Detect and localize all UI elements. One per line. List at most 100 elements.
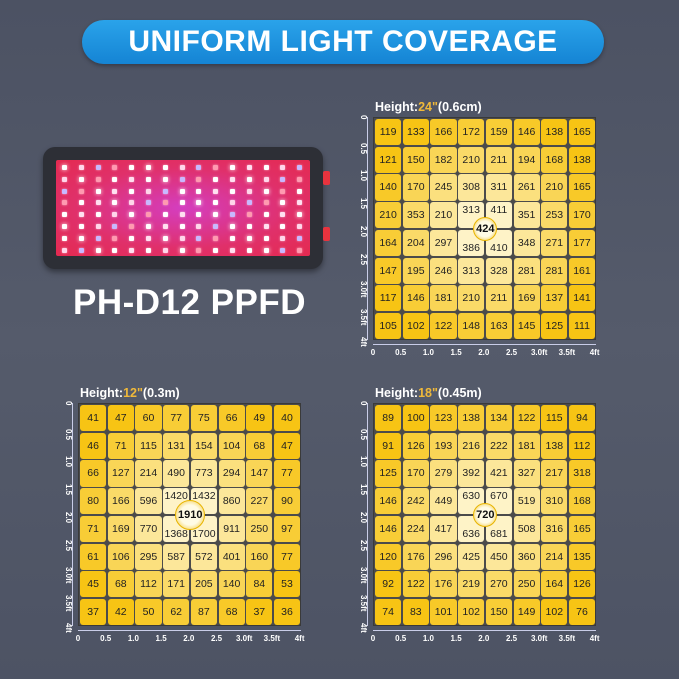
led — [179, 224, 185, 229]
ppfd-cell: 310 — [541, 488, 568, 515]
ppfd-cell: 210 — [375, 202, 402, 229]
y-tick-label: 2.0 — [64, 511, 73, 523]
led — [196, 212, 202, 218]
led — [246, 188, 252, 194]
led — [280, 224, 286, 229]
led — [179, 200, 185, 206]
x-tick-label: 1.0 — [127, 633, 139, 643]
y-tick-label: 0 — [359, 401, 368, 406]
ppfd-cell: 138 — [458, 405, 485, 432]
ppfd-cell: 154 — [190, 432, 217, 459]
ppfd-cell: 182 — [430, 146, 457, 173]
ppfd-cell: 77 — [163, 405, 190, 432]
ppfd-cell: 171 — [163, 571, 190, 598]
ppfd-cell: 176 — [430, 571, 457, 598]
led — [62, 176, 67, 182]
led — [95, 212, 101, 218]
led — [230, 176, 235, 182]
led — [146, 188, 151, 194]
led — [230, 188, 235, 194]
ppfd-grid: 89 100 123 138 134 122 115 94 91 126 193 216 222 181 1… — [373, 403, 596, 626]
ppfd-cell: 140 — [375, 174, 402, 201]
ppfd-cell: 216 — [458, 432, 485, 459]
ppfd-cell: 62 — [163, 598, 190, 626]
led — [280, 165, 286, 170]
led — [112, 165, 118, 170]
ppfd-cell: 519 — [513, 488, 540, 515]
ppfd-cell: 122 — [430, 312, 457, 340]
ppfd-cell: 295 — [135, 543, 162, 570]
ppfd-cell: 386 — [458, 229, 485, 256]
ppfd-cell: 177 — [568, 229, 596, 256]
led — [196, 235, 202, 241]
led — [146, 212, 151, 218]
ppfd-cell: 165 — [568, 174, 596, 201]
ppfd-cell: 210 — [458, 146, 485, 173]
led — [129, 176, 135, 182]
ppfd-cell: 122 — [513, 405, 540, 432]
led — [146, 176, 151, 182]
led — [179, 235, 185, 241]
led — [162, 200, 168, 206]
led — [162, 235, 168, 241]
ppfd-cell: 227 — [246, 488, 273, 515]
ppfd-cell: 169 — [107, 515, 134, 542]
ppfd-cell: 279 — [430, 460, 457, 487]
ppfd-cell: 102 — [402, 312, 429, 340]
led — [213, 247, 219, 253]
led — [263, 224, 269, 229]
ppfd-cell: 417 — [430, 515, 457, 542]
led — [246, 235, 252, 241]
ppfd-cell: 97 — [273, 515, 301, 542]
ppfd-cell: 120 — [375, 543, 402, 570]
ppfd-cell: 92 — [375, 571, 402, 598]
led — [78, 200, 84, 206]
ppfd-cell: 112 — [568, 432, 596, 459]
ppfd-cell: 150 — [402, 146, 429, 173]
y-tick-label: 1.5 — [359, 198, 368, 210]
ppfd-cell: 508 — [513, 515, 540, 542]
ppfd-cell: 102 — [541, 598, 568, 626]
led — [213, 176, 219, 182]
ppfd-cell: 145 — [513, 312, 540, 340]
ppfd-cell: 161 — [568, 257, 596, 284]
led — [162, 224, 168, 229]
ppfd-cell: 210 — [541, 174, 568, 201]
ppfd-cell: 214 — [135, 460, 162, 487]
ppfd-cell: 773 — [190, 460, 217, 487]
led — [263, 165, 269, 170]
led — [78, 188, 84, 194]
ppfd-cell: 71 — [80, 515, 107, 542]
led — [213, 200, 219, 206]
ppfd-cell: 76 — [568, 598, 596, 626]
led — [95, 235, 101, 241]
ppfd-cell: 211 — [485, 285, 512, 312]
ppfd-cell: 50 — [135, 598, 162, 626]
led — [246, 212, 252, 218]
led — [162, 247, 168, 253]
led — [280, 188, 286, 194]
ppfd-cell: 133 — [402, 119, 429, 146]
led — [297, 188, 303, 194]
led — [213, 235, 219, 241]
ppfd-cell: 270 — [485, 571, 512, 598]
led — [246, 165, 252, 170]
led — [297, 224, 303, 229]
ppfd-cell: 146 — [402, 285, 429, 312]
ppfd-grid: 119 133 166 172 159 146 138 165 121 150 182 210 211 1… — [373, 117, 596, 340]
chart-title: Height:24"(0.6cm) — [375, 100, 482, 114]
led — [62, 247, 67, 253]
x-tick-label: 3.5ft — [558, 633, 576, 643]
ppfd-cell: 211 — [485, 146, 512, 173]
ppfd-cell: 119 — [375, 119, 402, 146]
ppfd-cell: 53 — [273, 571, 301, 598]
x-tick-label: 0.5 — [395, 633, 407, 643]
ppfd-cell: 166 — [430, 119, 457, 146]
led — [230, 212, 235, 218]
ppfd-cell: 36 — [273, 598, 301, 626]
led — [213, 188, 219, 194]
led — [95, 247, 101, 253]
ppfd-cell: 193 — [430, 432, 457, 459]
led — [280, 176, 286, 182]
ppfd-cell: 150 — [485, 598, 512, 626]
